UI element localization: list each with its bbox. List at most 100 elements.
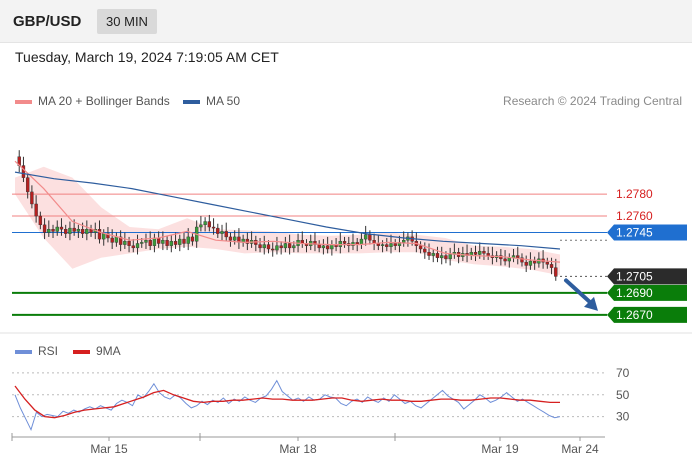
candle-body — [186, 236, 190, 244]
level-tag-1.2745 — [607, 224, 687, 241]
legend-label-ma50: MA 50 — [206, 94, 241, 108]
level-tag-1.2705 — [607, 268, 687, 285]
candle-body — [110, 237, 114, 243]
timeframe-badge[interactable]: 30 MIN — [97, 9, 157, 34]
candle-body — [85, 229, 89, 234]
x-tick-label: Mar 18 — [279, 442, 317, 456]
candle-body — [380, 244, 385, 246]
legend-ma20: MA 20 + Bollinger Bands — [15, 94, 170, 108]
candle-body — [423, 248, 427, 253]
level-tag-1.2670 — [607, 306, 687, 323]
level-label-1.2780: 1.2780 — [616, 187, 653, 201]
level-label-1.2690: 1.2690 — [616, 286, 653, 300]
candle-body — [258, 244, 262, 249]
legend-swatch-9ma — [73, 349, 90, 354]
candle-body — [165, 239, 169, 246]
legend-label-ma20: MA 20 + Bollinger Bands — [38, 94, 170, 108]
candle-body — [220, 231, 224, 234]
candle-body — [266, 244, 271, 250]
candle-body — [123, 241, 127, 245]
candle-body — [135, 243, 140, 249]
forecast-arrow-head — [584, 296, 598, 311]
candle-body — [106, 233, 110, 239]
legend-rsi: RSI — [15, 344, 58, 358]
rsi-9ma-line — [14, 385, 560, 419]
candle-body — [140, 242, 144, 244]
candle-body — [486, 253, 490, 256]
candle-body — [287, 243, 292, 249]
candle-body — [418, 245, 423, 250]
bollinger-band — [15, 166, 560, 276]
candle-body — [51, 229, 55, 232]
legend-label-rsi: RSI — [38, 344, 59, 358]
candle-body — [72, 227, 76, 232]
candle-body — [224, 231, 228, 238]
candle-body — [233, 236, 237, 241]
legend-swatch-ma20 — [15, 99, 32, 104]
candle-body — [59, 226, 64, 230]
candle-body — [216, 227, 220, 234]
candle-body — [431, 253, 435, 256]
level-label-1.2705: 1.2705 — [616, 269, 653, 283]
candle-body — [275, 245, 279, 251]
candle-body — [161, 239, 165, 244]
timestamp: Tuesday, March 19, 2024 7:19:05 AM CET — [15, 49, 279, 65]
legend-swatch-ma50 — [183, 99, 200, 104]
candle-body — [148, 239, 152, 246]
x-tick-label: Mar 15 — [90, 442, 128, 456]
candle-body — [114, 236, 119, 243]
candle-body — [549, 264, 554, 268]
candle-body — [524, 261, 528, 266]
candle-body — [376, 243, 381, 246]
candle-body — [507, 257, 511, 262]
candle-body — [64, 229, 68, 234]
candle-body — [279, 245, 283, 249]
candle-body — [435, 253, 440, 258]
ma50-line — [14, 171, 561, 250]
candle-body — [152, 237, 157, 246]
candle-body — [97, 229, 102, 240]
candle-body — [292, 245, 296, 249]
rsi-line — [14, 379, 561, 432]
candle-body — [38, 215, 43, 226]
candle-body — [473, 252, 478, 255]
candle-body — [25, 177, 30, 193]
candle-body — [325, 245, 330, 250]
candle-body — [245, 238, 250, 244]
candle-body — [402, 239, 406, 243]
x-tick-label: Mar 19 — [481, 442, 519, 456]
level-label-1.2670: 1.2670 — [616, 308, 653, 322]
instrument-title: GBP/USD — [13, 13, 82, 30]
candle-body — [385, 244, 389, 247]
candle-body — [228, 236, 233, 241]
candle-body — [342, 241, 347, 244]
credit-text: Research © 2024 Trading Central — [503, 94, 682, 108]
candle-body — [427, 252, 431, 256]
candle-body — [321, 245, 326, 249]
candle-body — [545, 261, 550, 265]
candle-body — [330, 244, 334, 250]
candle-body — [207, 221, 212, 228]
candle-body — [80, 229, 85, 234]
candle-body — [182, 238, 186, 244]
candle-body — [393, 243, 397, 246]
candle-body — [317, 244, 321, 249]
candle-body — [76, 229, 81, 232]
candle-body — [21, 165, 26, 178]
candle-body — [34, 203, 38, 217]
candle-body — [283, 243, 288, 249]
rsi-tick-label: 30 — [616, 410, 630, 424]
level-label-1.2760: 1.2760 — [616, 209, 653, 223]
candle-body — [532, 260, 537, 264]
candle-body — [503, 258, 507, 262]
candle-body — [55, 226, 59, 232]
candle-body — [271, 248, 275, 251]
candle-body — [47, 229, 51, 233]
candle-body — [169, 241, 173, 246]
candle-body — [131, 245, 135, 249]
legend-9ma: 9MA — [73, 344, 121, 358]
legend-label-9ma: 9MA — [96, 344, 121, 358]
candle-body — [478, 250, 482, 255]
candle-body — [444, 255, 448, 260]
candle-body — [368, 234, 372, 241]
